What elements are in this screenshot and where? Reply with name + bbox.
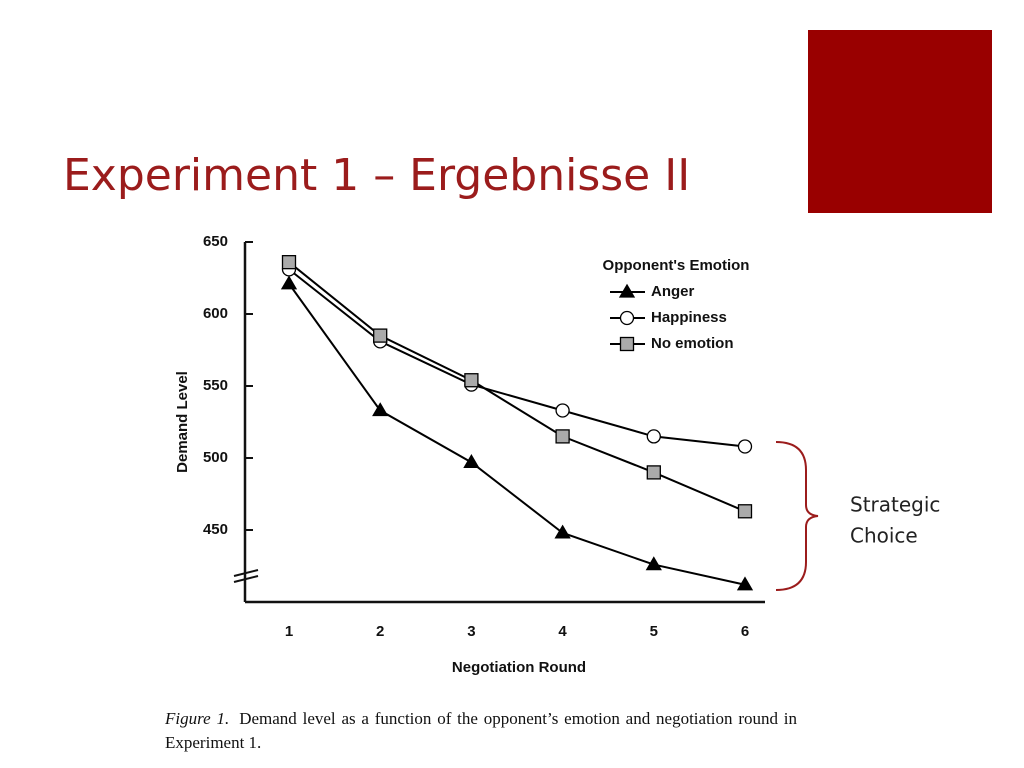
legend-label: No emotion bbox=[651, 335, 734, 352]
y-tick-label: 450 bbox=[203, 521, 228, 538]
data-point bbox=[737, 504, 753, 519]
axis-break bbox=[233, 575, 259, 583]
annotation-line: Strategic bbox=[850, 493, 940, 517]
y-tick-label: 500 bbox=[203, 449, 228, 466]
legend-marker bbox=[619, 310, 635, 326]
x-axis-label: Negotiation Round bbox=[452, 659, 586, 676]
caption-label: Figure 1. bbox=[165, 709, 230, 728]
slide-title: Experiment 1 – Ergebnisse II bbox=[63, 150, 690, 201]
bracket bbox=[775, 441, 819, 591]
x-tick-label: 4 bbox=[558, 623, 567, 640]
data-point bbox=[736, 576, 754, 591]
x-tick-label: 1 bbox=[285, 623, 293, 640]
legend-marker bbox=[619, 336, 635, 352]
x-tick-label: 3 bbox=[467, 623, 475, 640]
legend-title: Opponent's Emotion bbox=[603, 257, 750, 274]
accent-box bbox=[808, 30, 992, 213]
data-point bbox=[373, 328, 388, 343]
x-tick-label: 5 bbox=[650, 623, 658, 640]
data-point bbox=[737, 439, 753, 454]
data-point bbox=[281, 255, 297, 270]
caption-text: Demand level as a function of the oppone… bbox=[165, 709, 798, 752]
annotation-line: Choice bbox=[850, 524, 918, 548]
y-tick-label: 550 bbox=[203, 377, 228, 394]
data-point bbox=[645, 556, 662, 571]
chart: Negotiation Round Demand Level Opponent'… bbox=[174, 233, 765, 676]
figure-caption: Figure 1. Demand level as a function of t… bbox=[165, 707, 797, 755]
series-line bbox=[288, 261, 746, 513]
data-point bbox=[280, 275, 298, 290]
data-point bbox=[554, 524, 571, 539]
x-tick-label: 6 bbox=[741, 623, 749, 640]
data-point bbox=[646, 429, 661, 444]
data-point bbox=[464, 373, 479, 388]
y-axis-label: Demand Level bbox=[174, 371, 191, 473]
legend-label: Anger bbox=[651, 283, 695, 300]
series-line bbox=[288, 283, 746, 586]
series-line bbox=[288, 268, 746, 448]
data-point bbox=[372, 402, 389, 417]
y-tick-label: 650 bbox=[203, 233, 228, 250]
data-point bbox=[555, 429, 570, 444]
axis-break bbox=[233, 569, 259, 577]
data-point bbox=[463, 454, 480, 468]
data-point bbox=[555, 403, 570, 418]
legend-label: Happiness bbox=[651, 309, 727, 326]
legend-marker bbox=[618, 283, 636, 298]
y-tick-label: 600 bbox=[203, 305, 228, 322]
x-tick-label: 2 bbox=[376, 623, 384, 640]
data-point bbox=[646, 465, 661, 480]
